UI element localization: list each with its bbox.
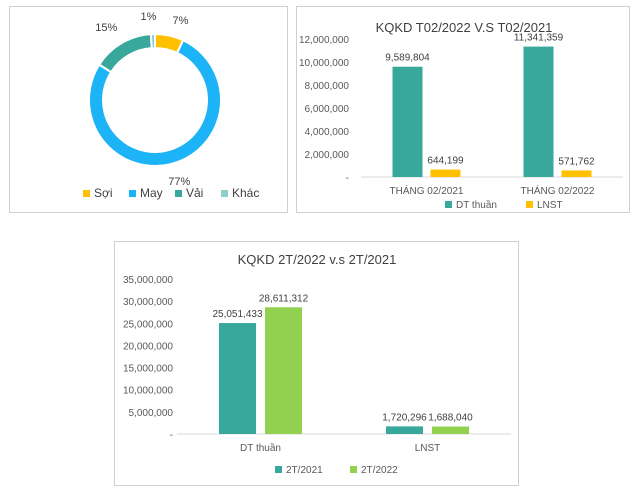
monthly-bar-chart: KQKD T02/2022 V.S T02/2021 - 2,000,000 4,0… — [299, 20, 623, 211]
donut-slice-vải — [97, 33, 153, 74]
x-category-label: THÁNG 02/2022 — [521, 184, 595, 197]
legend-swatch — [275, 466, 282, 473]
legend-swatch — [175, 190, 182, 197]
y-tick-label: 10,000,000 — [123, 386, 173, 397]
legend-label: Khác — [232, 186, 259, 200]
legend-swatch — [221, 190, 228, 197]
legend-label: May — [140, 186, 163, 200]
legend-swatch — [445, 201, 452, 208]
donut-chart: 7% 77% 15% 1% Sợi May Vải Khác — [83, 11, 259, 200]
legend-label: LNST — [537, 200, 563, 211]
y-tick-label: 10,000,000 — [299, 58, 349, 69]
data-label: 644,199 — [427, 156, 464, 167]
x-category-label: THÁNG 02/2021 — [390, 184, 464, 197]
legend-swatch — [526, 201, 533, 208]
legend-label: DT thuần — [456, 199, 497, 211]
data-label: 11,341,359 — [514, 33, 564, 44]
data-label: 15% — [95, 22, 117, 34]
data-label: 571,762 — [558, 156, 595, 167]
legend-swatch — [350, 466, 357, 473]
y-tick-label: 5,000,000 — [129, 408, 174, 419]
x-category-label: LNST — [415, 443, 441, 454]
y-tick-label: - — [170, 430, 173, 441]
chart-title: KQKD 2T/2022 v.s 2T/2021 — [238, 252, 397, 267]
data-label: 25,051,433 — [212, 309, 262, 320]
legend-swatch — [129, 190, 136, 197]
y-tick-label: 15,000,000 — [123, 364, 173, 375]
y-tick-label: 8,000,000 — [305, 81, 350, 92]
bar-2t-2022 — [265, 307, 302, 434]
bar-2t-2021 — [386, 426, 423, 434]
data-label: 9,589,804 — [385, 53, 430, 64]
donut-chart-panel: 7% 77% 15% 1% Sợi May Vải Khác — [9, 6, 288, 213]
legend-label: Vải — [186, 186, 203, 200]
legend-label: Sợi — [94, 186, 113, 200]
two-month-bar-chart: KQKD 2T/2022 v.s 2T/2021 - 5,000,000 10,00… — [123, 252, 511, 476]
data-label: 28,611,312 — [259, 293, 309, 304]
legend-swatch — [83, 190, 90, 197]
bar-dt-thu-n — [392, 66, 423, 177]
chart-title: KQKD T02/2022 V.S T02/2021 — [376, 20, 553, 35]
y-tick-label: 4,000,000 — [305, 127, 350, 138]
donut-slice-may — [88, 38, 222, 167]
bar-2t-2022 — [432, 426, 469, 434]
donut-slice-khác — [149, 32, 156, 50]
data-label: 1,688,040 — [428, 413, 473, 424]
bar-2t-2021 — [219, 323, 256, 434]
data-label: 1% — [141, 11, 157, 23]
y-tick-label: - — [346, 173, 349, 184]
y-tick-label: 35,000,000 — [123, 275, 173, 286]
y-tick-label: 30,000,000 — [123, 297, 173, 308]
two-month-bar-chart-panel: KQKD 2T/2022 v.s 2T/2021 - 5,000,000 10,00… — [114, 241, 519, 486]
y-tick-label: 25,000,000 — [123, 319, 173, 330]
legend-label: 2T/2022 — [361, 465, 398, 476]
bar-lnst — [430, 169, 461, 177]
y-tick-label: 6,000,000 — [305, 104, 350, 115]
bar-dt-thu-n — [523, 46, 554, 177]
y-tick-label: 2,000,000 — [305, 150, 350, 161]
data-label: 7% — [172, 15, 188, 27]
monthly-bar-chart-panel: KQKD T02/2022 V.S T02/2021 - 2,000,000 4,0… — [296, 6, 630, 213]
data-label: 1,720,296 — [382, 412, 427, 423]
legend-label: 2T/2021 — [286, 465, 323, 476]
bar-lnst — [561, 170, 592, 177]
x-category-label: DT thuần — [240, 442, 281, 454]
y-tick-label: 20,000,000 — [123, 341, 173, 352]
y-tick-label: 12,000,000 — [299, 35, 349, 46]
data-label: 77% — [168, 176, 190, 188]
